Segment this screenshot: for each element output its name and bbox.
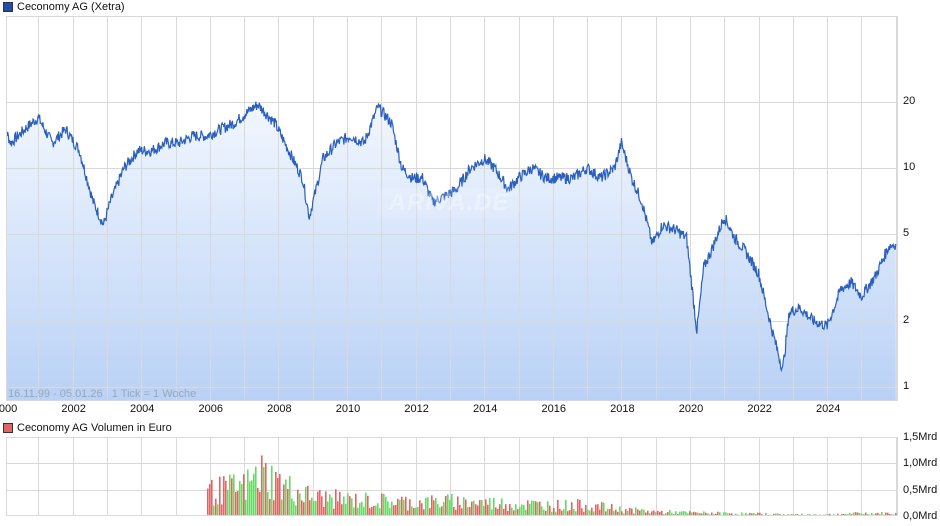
volume-tick-label: 0,0Mrd xyxy=(903,509,938,522)
price-legend-label: Ceconomy AG (Xetra) xyxy=(17,1,125,13)
y-tick-label: 5 xyxy=(903,226,910,239)
x-tick-label: 2002 xyxy=(61,403,86,415)
tick-info-text: 1 Tick = 1 Woche xyxy=(111,388,197,400)
volume-tick-label: 1,5Mrd xyxy=(903,430,938,443)
x-tick-label: 2020 xyxy=(678,403,704,415)
x-tick-label: 2004 xyxy=(129,403,155,415)
y-tick-label: 20 xyxy=(903,94,916,107)
volume-tick-label: 0,5Mrd xyxy=(903,483,938,496)
x-tick-label: 2014 xyxy=(472,403,498,415)
y-tick-label: 2 xyxy=(903,313,910,326)
range-annotation: 16.11.99 - 05.01.26 1 Tick = 1 Woche xyxy=(8,388,196,400)
x-tick-label: 2008 xyxy=(267,403,292,415)
y-tick-label: 10 xyxy=(903,160,916,173)
price-plot-area xyxy=(5,16,898,401)
date-range-text: 16.11.99 - 05.01.26 xyxy=(8,388,103,400)
watermark: ARIVA.DE xyxy=(378,188,520,218)
volume-legend-label: Ceconomy AG Volumen in Euro xyxy=(17,422,172,434)
x-tick-label: 2006 xyxy=(198,403,224,415)
volume-legend: Ceconomy AG Volumen in Euro xyxy=(3,422,172,434)
volume-plot-area xyxy=(6,437,898,516)
x-tick-label: 2012 xyxy=(404,403,429,415)
x-tick-label: 2010 xyxy=(335,403,361,415)
x-tick-label: 2024 xyxy=(815,403,841,415)
volume-legend-swatch xyxy=(3,423,13,433)
x-tick-label: 2016 xyxy=(541,403,567,415)
x-tick-label: 2018 xyxy=(610,403,635,415)
y-tick-label: 1 xyxy=(903,379,910,392)
x-tick-label: 2022 xyxy=(747,403,772,415)
volume-tick-label: 1,0Mrd xyxy=(903,456,938,469)
price-legend: Ceconomy AG (Xetra) xyxy=(3,1,125,13)
price-legend-swatch xyxy=(3,2,13,12)
